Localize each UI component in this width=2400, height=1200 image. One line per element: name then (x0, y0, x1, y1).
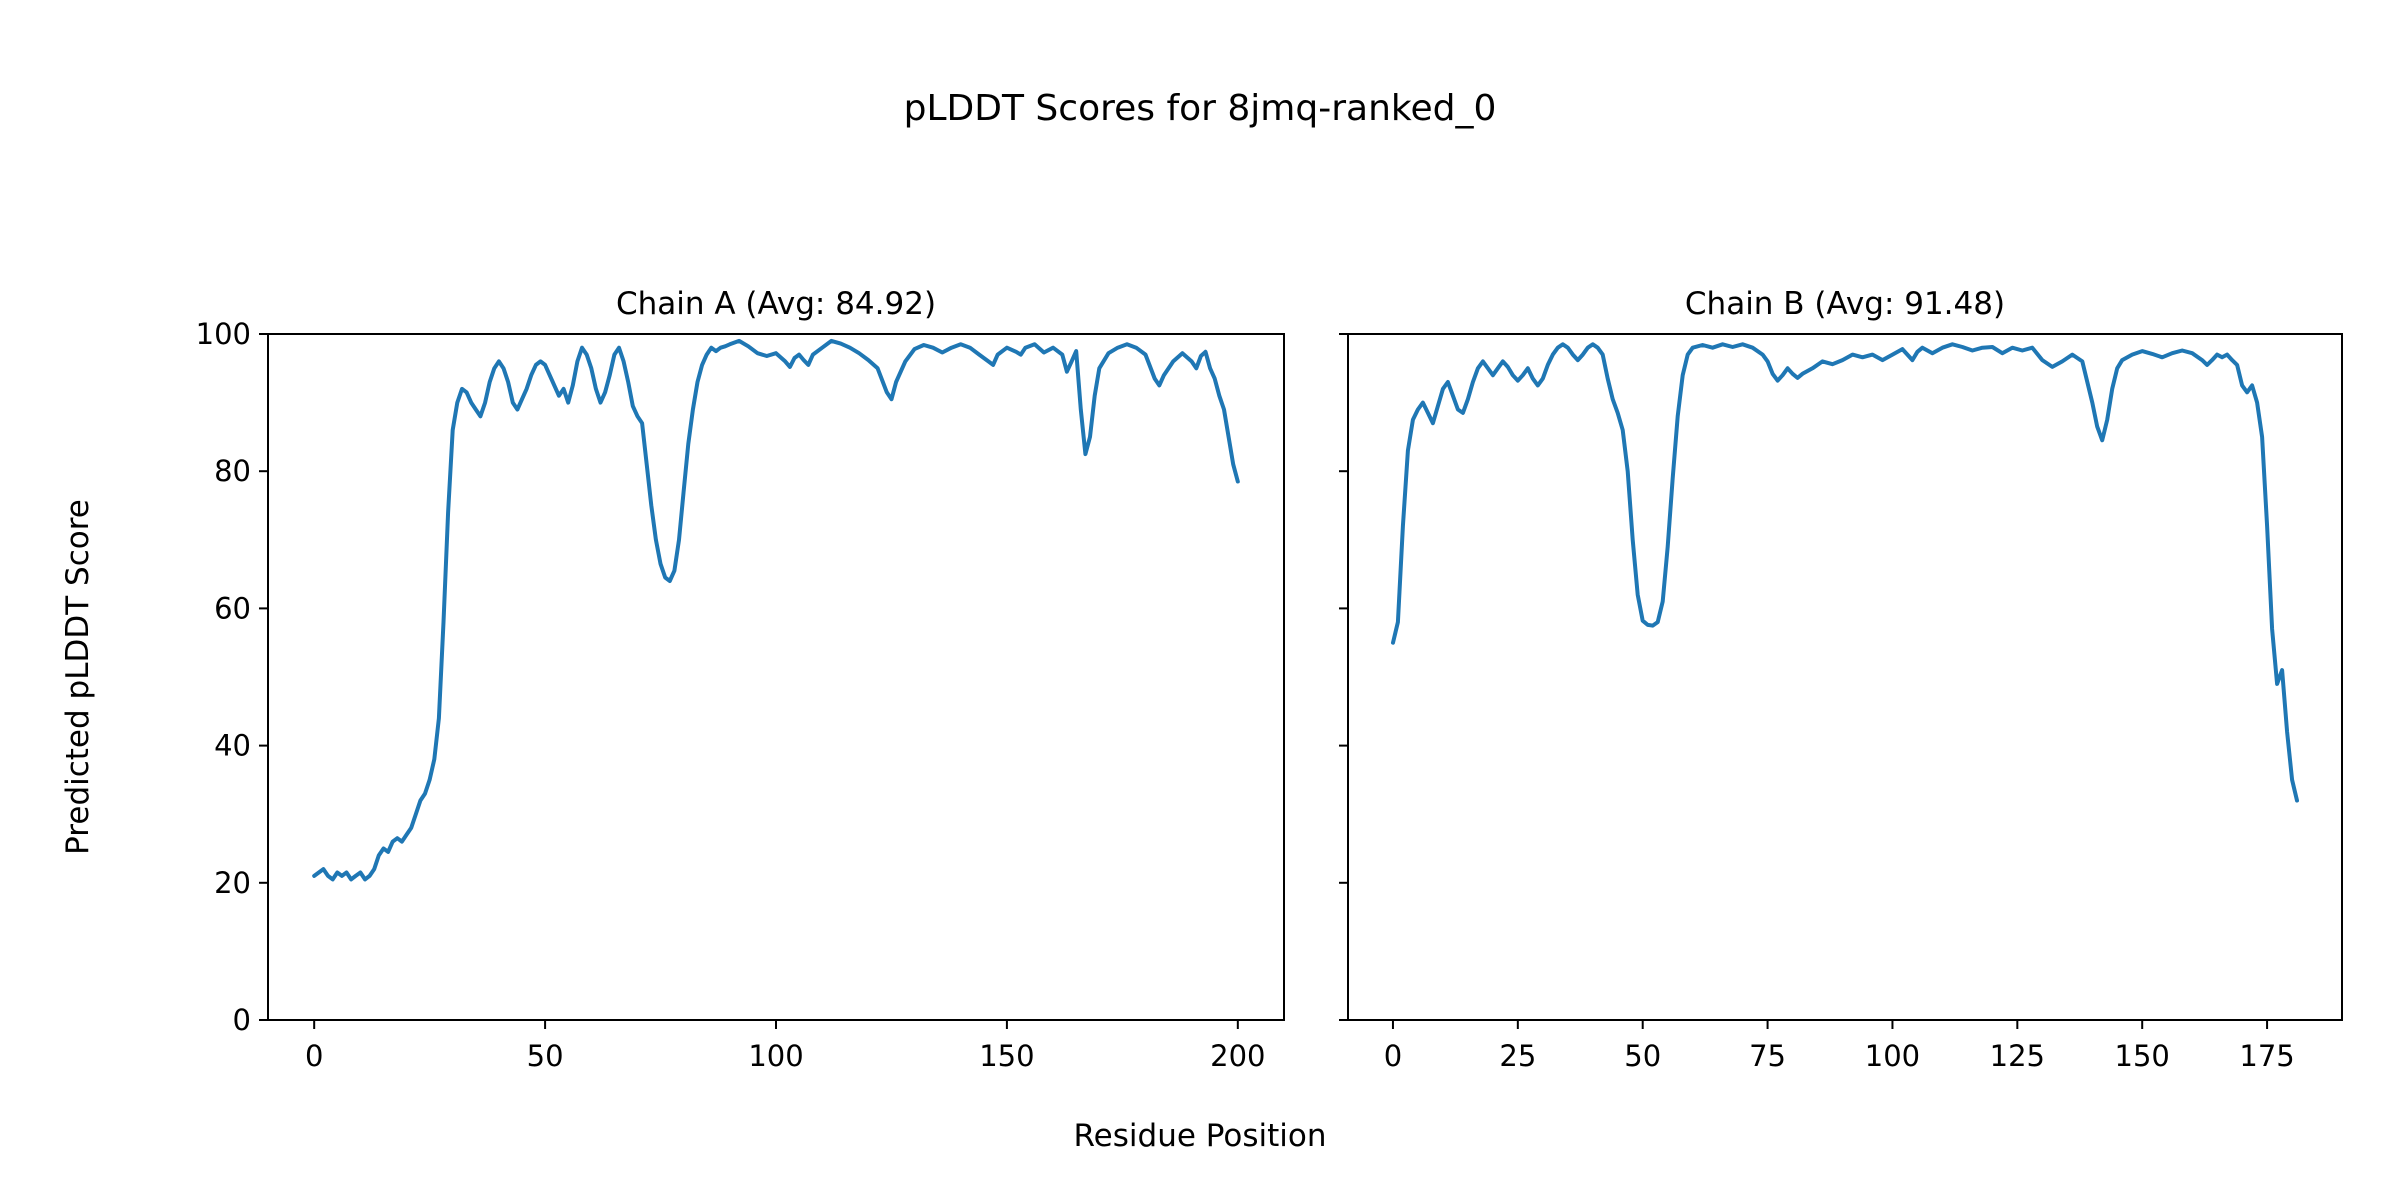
subplot-title-chain-b: Chain B (Avg: 91.48) (1684, 286, 2006, 322)
subplot-title-chain-a: Chain A (Avg: 84.92) (615, 286, 937, 322)
x-tick-label: 0 (1384, 1039, 1402, 1073)
x-tick-label: 0 (305, 1039, 323, 1073)
y-tick-label: 100 (196, 317, 251, 351)
y-tick-label: 0 (233, 1003, 251, 1037)
y-axis-label: Predicted pLDDT Score (60, 499, 96, 855)
y-tick-label: 80 (214, 454, 251, 488)
x-tick-label: 125 (1990, 1039, 2045, 1073)
x-tick-label: 75 (1749, 1039, 1786, 1073)
plddt-line (312, 338, 1240, 882)
x-tick-label: 175 (2239, 1039, 2294, 1073)
figure-title: pLDDT Scores for 8jmq-ranked_0 (903, 88, 1497, 129)
chain-a-plot: 0 50 100 150 200 0 20 40 60 80 100 (196, 317, 1285, 1073)
x-tick-label: 100 (1865, 1039, 1920, 1073)
x-tick-label: 150 (979, 1039, 1034, 1073)
x-tick-label: 100 (748, 1039, 803, 1073)
x-tick-label: 200 (1210, 1039, 1265, 1073)
plddt-line (1391, 342, 2299, 803)
chain-b-plot: 0 25 50 75 100 125 150 175 (1339, 333, 2343, 1073)
y-tick-label: 40 (214, 729, 251, 763)
y-tick-label: 20 (214, 866, 251, 900)
x-tick-label: 50 (527, 1039, 564, 1073)
x-axis-label: Residue Position (1073, 1118, 1327, 1154)
x-tick-label: 50 (1624, 1039, 1661, 1073)
y-tick-label: 60 (214, 591, 251, 625)
x-tick-label: 25 (1499, 1039, 1536, 1073)
x-tick-label: 150 (2115, 1039, 2170, 1073)
